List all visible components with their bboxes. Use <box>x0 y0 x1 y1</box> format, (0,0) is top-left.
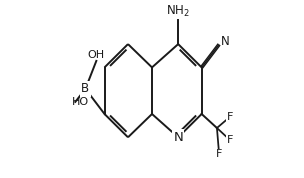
Text: N: N <box>173 131 183 144</box>
Text: OH: OH <box>88 50 105 60</box>
Text: F: F <box>227 112 233 122</box>
Text: F: F <box>216 149 222 159</box>
Text: F: F <box>227 135 233 145</box>
Text: N: N <box>221 35 230 48</box>
Text: HO: HO <box>72 97 89 107</box>
Text: B: B <box>81 82 89 95</box>
Text: NH$_2$: NH$_2$ <box>166 4 190 19</box>
